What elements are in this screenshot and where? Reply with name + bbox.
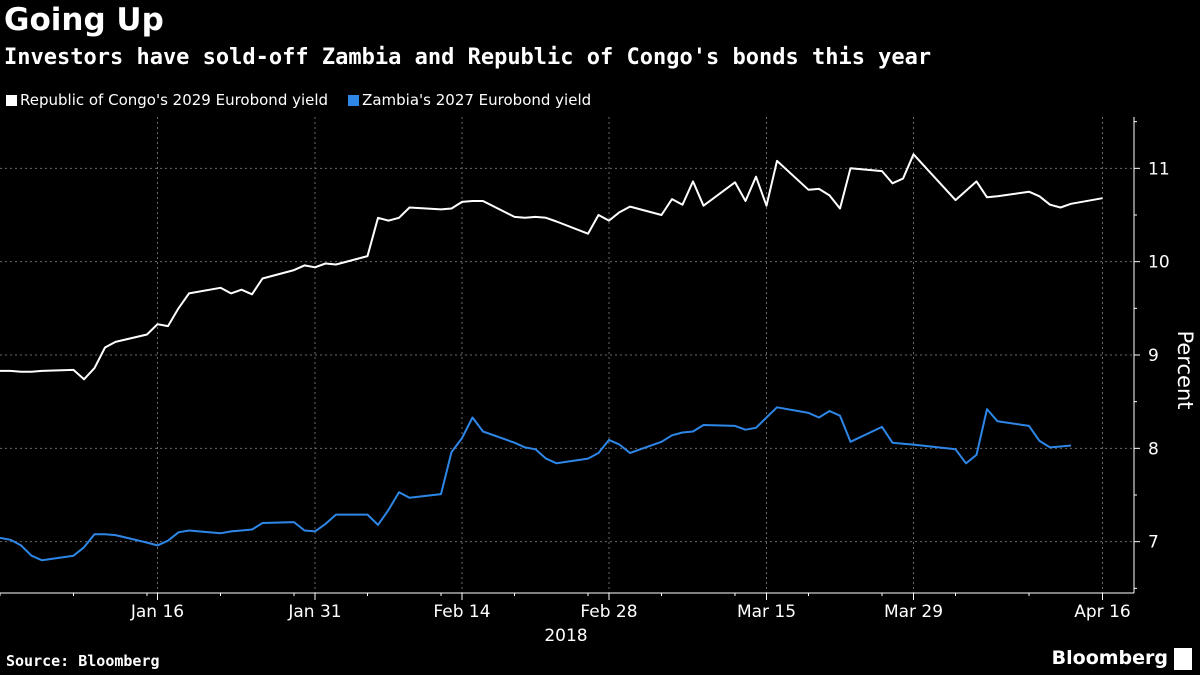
y-axis-title: Percent: [1173, 330, 1197, 409]
x-tick-label-mar-29: Mar 29: [884, 602, 943, 622]
legend-item-zambia: Zambia's 2027 Eurobond yield: [348, 91, 591, 109]
y-tick-label-9: 9: [1148, 346, 1159, 366]
y-tick-label-7: 7: [1148, 533, 1159, 553]
x-tick-label-jan-16: Jan 16: [130, 602, 184, 622]
legend-swatch-zambia: [348, 94, 360, 106]
y-tick-label-8: 8: [1148, 439, 1159, 459]
y-tick-label-11: 11: [1148, 159, 1170, 179]
bloomberg-logo: Bloomberg: [1051, 647, 1168, 669]
legend-swatch-congo: [6, 94, 17, 106]
legend-item-congo: Republic of Congo's 2029 Eurobond yield: [6, 91, 328, 109]
bloomberg-terminal-icon: [1174, 648, 1192, 670]
congo-yield-line: [0, 153, 1103, 381]
x-axis-year-label: 2018: [544, 626, 587, 646]
zambia-yield-line: [0, 406, 1072, 562]
chart-subtitle: Investors have sold-off Zambia and Repub…: [4, 45, 932, 70]
x-tick-label-mar-15: Mar 15: [737, 602, 796, 622]
x-tick-label-apr-16: Apr 16: [1074, 602, 1130, 622]
x-tick-label-feb-14: Feb 14: [433, 602, 490, 622]
source-note: Source: Bloomberg: [6, 652, 160, 670]
chart-legend: Republic of Congo's 2029 Eurobond yield …: [6, 91, 611, 109]
legend-label-zambia: Zambia's 2027 Eurobond yield: [362, 91, 592, 109]
x-tick-label-jan-31: Jan 31: [287, 602, 341, 622]
chart-title: Going Up: [4, 2, 164, 38]
legend-label-congo: Republic of Congo's 2029 Eurobond yield: [20, 91, 329, 109]
y-tick-label-10: 10: [1148, 253, 1170, 273]
x-tick-label-feb-28: Feb 28: [580, 602, 637, 622]
